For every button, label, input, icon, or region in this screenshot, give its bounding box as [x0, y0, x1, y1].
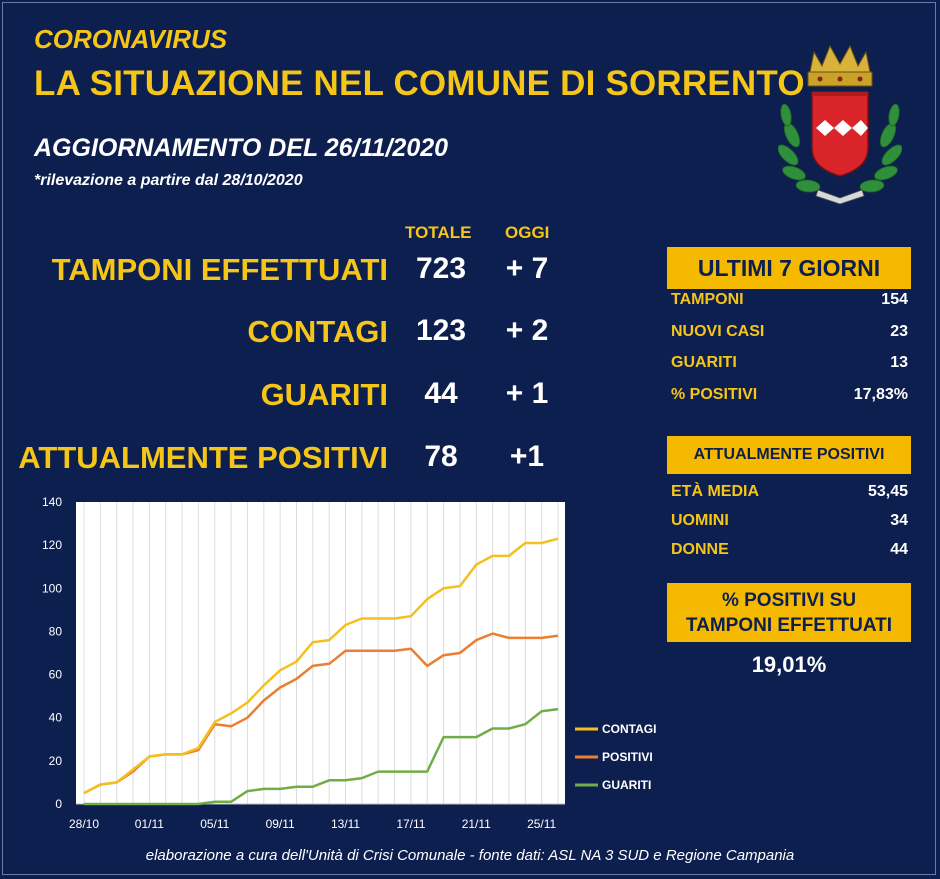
stat-label-guariti: GUARITI — [260, 377, 388, 412]
stat-today-contagi: + 2 — [505, 314, 549, 347]
stat-today-tamponi: + 7 — [505, 252, 549, 285]
positives-label-uomini: UOMINI — [671, 512, 729, 529]
stat-total-guariti: 44 — [424, 377, 458, 410]
stat-total-positivi: 78 — [424, 440, 458, 473]
stat-today-guariti: + 1 — [505, 377, 549, 410]
stat-total-tamponi: 723 — [415, 252, 467, 285]
ratio-title-line1: % POSITIVI SU — [721, 590, 857, 611]
update-date: AGGIORNAMENTO DEL 26/11/2020 — [34, 134, 449, 162]
last7-value-guariti: 13 — [890, 354, 908, 371]
stat-today-positivi: +1 — [509, 440, 545, 473]
last7-title: ULTIMI 7 GIORNI — [667, 247, 911, 289]
stat-total-contagi: 123 — [415, 314, 467, 347]
footer-source: elaborazione a cura dell'Unità di Crisi … — [145, 847, 795, 864]
stat-label-positivi: ATTUALMENTE POSITIVI — [18, 440, 388, 475]
positives-value-donne: 44 — [890, 541, 908, 558]
positives-label-eta: ETÀ MEDIA — [671, 483, 759, 500]
last7-label-tamponi: TAMPONI — [671, 291, 744, 308]
positives-value-eta: 53,45 — [867, 483, 908, 500]
last7-label-nuovi-casi: NUOVI CASI — [671, 323, 765, 340]
coat-of-arms-logo — [778, 44, 902, 205]
positives-title: ATTUALMENTE POSITIVI — [667, 436, 911, 474]
positives-value-uomini: 34 — [890, 512, 908, 529]
survey-note: *rilevazione a partire dal 28/10/2020 — [34, 172, 303, 189]
last7-value-tamponi: 154 — [881, 291, 908, 308]
last7-label-positivi: % POSITIVI — [671, 386, 758, 403]
col-total-header: TOTALE — [405, 223, 472, 242]
ratio-title: % POSITIVI SU TAMPONI EFFETTUATI — [667, 583, 911, 642]
ratio-title-line2: TAMPONI EFFETTUATI — [685, 615, 893, 636]
col-today-header: OGGI — [505, 223, 550, 242]
last7-label-guariti: GUARITI — [671, 354, 737, 371]
page-title: LA SITUAZIONE NEL COMUNE DI SORRENTO — [34, 64, 805, 103]
kicker: CORONAVIRUS — [34, 24, 228, 54]
chart-plot-area — [76, 502, 565, 804]
stat-label-tamponi: TAMPONI EFFETTUATI — [51, 252, 388, 287]
stat-label-contagi: CONTAGI — [247, 314, 388, 349]
last7-value-nuovi-casi: 23 — [890, 323, 908, 340]
ratio-value: 19,01% — [751, 652, 827, 677]
positives-label-donne: DONNE — [671, 541, 729, 558]
last7-value-positivi: 17,83% — [853, 386, 908, 403]
